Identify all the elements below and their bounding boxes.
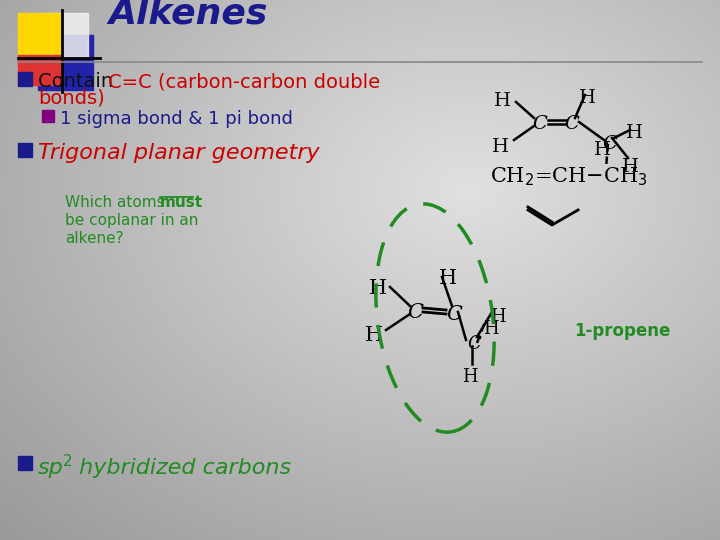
Bar (18, 143, 32, 157)
Bar (18, 55, 62, 85)
Bar (18, 72, 32, 86)
Text: C: C (446, 305, 462, 324)
Text: bonds): bonds) (38, 88, 104, 107)
Bar (38, 35, 93, 90)
Bar (18, 456, 32, 470)
Text: Trigonal planar geometry: Trigonal planar geometry (38, 143, 320, 163)
Text: C: C (564, 115, 580, 133)
Text: H: H (490, 308, 506, 326)
Text: H: H (365, 326, 383, 345)
Text: C=C (carbon-carbon double: C=C (carbon-carbon double (108, 72, 380, 91)
Text: H: H (369, 279, 387, 298)
Text: alkene?: alkene? (65, 231, 124, 246)
Text: sp: sp (38, 458, 64, 478)
Text: C: C (467, 335, 481, 353)
Text: 1 sigma bond & 1 pi bond: 1 sigma bond & 1 pi bond (60, 110, 293, 128)
Text: H: H (462, 368, 478, 386)
Text: CH$_2$=CH$-$CH$_3$: CH$_2$=CH$-$CH$_3$ (490, 165, 648, 187)
Bar (42, 110, 54, 122)
Text: H: H (578, 89, 595, 107)
Text: be coplanar in an: be coplanar in an (65, 213, 199, 228)
Text: H: H (483, 320, 499, 338)
Text: H: H (493, 92, 510, 110)
Bar (44, 13, 88, 57)
Text: H: H (621, 158, 639, 176)
Text: Alkenes: Alkenes (108, 0, 267, 30)
Text: Which atoms: Which atoms (65, 195, 169, 210)
Text: H: H (593, 141, 611, 159)
Text: Contain: Contain (38, 72, 120, 91)
Bar (18, 13, 62, 57)
Text: C: C (533, 115, 547, 133)
Text: C: C (603, 135, 618, 153)
Text: H: H (492, 138, 508, 156)
Text: hybridized carbons: hybridized carbons (72, 458, 291, 478)
Text: must: must (160, 195, 203, 210)
Text: 2: 2 (63, 454, 73, 469)
Text: 1-propene: 1-propene (574, 322, 670, 340)
Text: H: H (439, 269, 457, 288)
Text: H: H (626, 124, 642, 142)
Text: C: C (407, 303, 423, 322)
